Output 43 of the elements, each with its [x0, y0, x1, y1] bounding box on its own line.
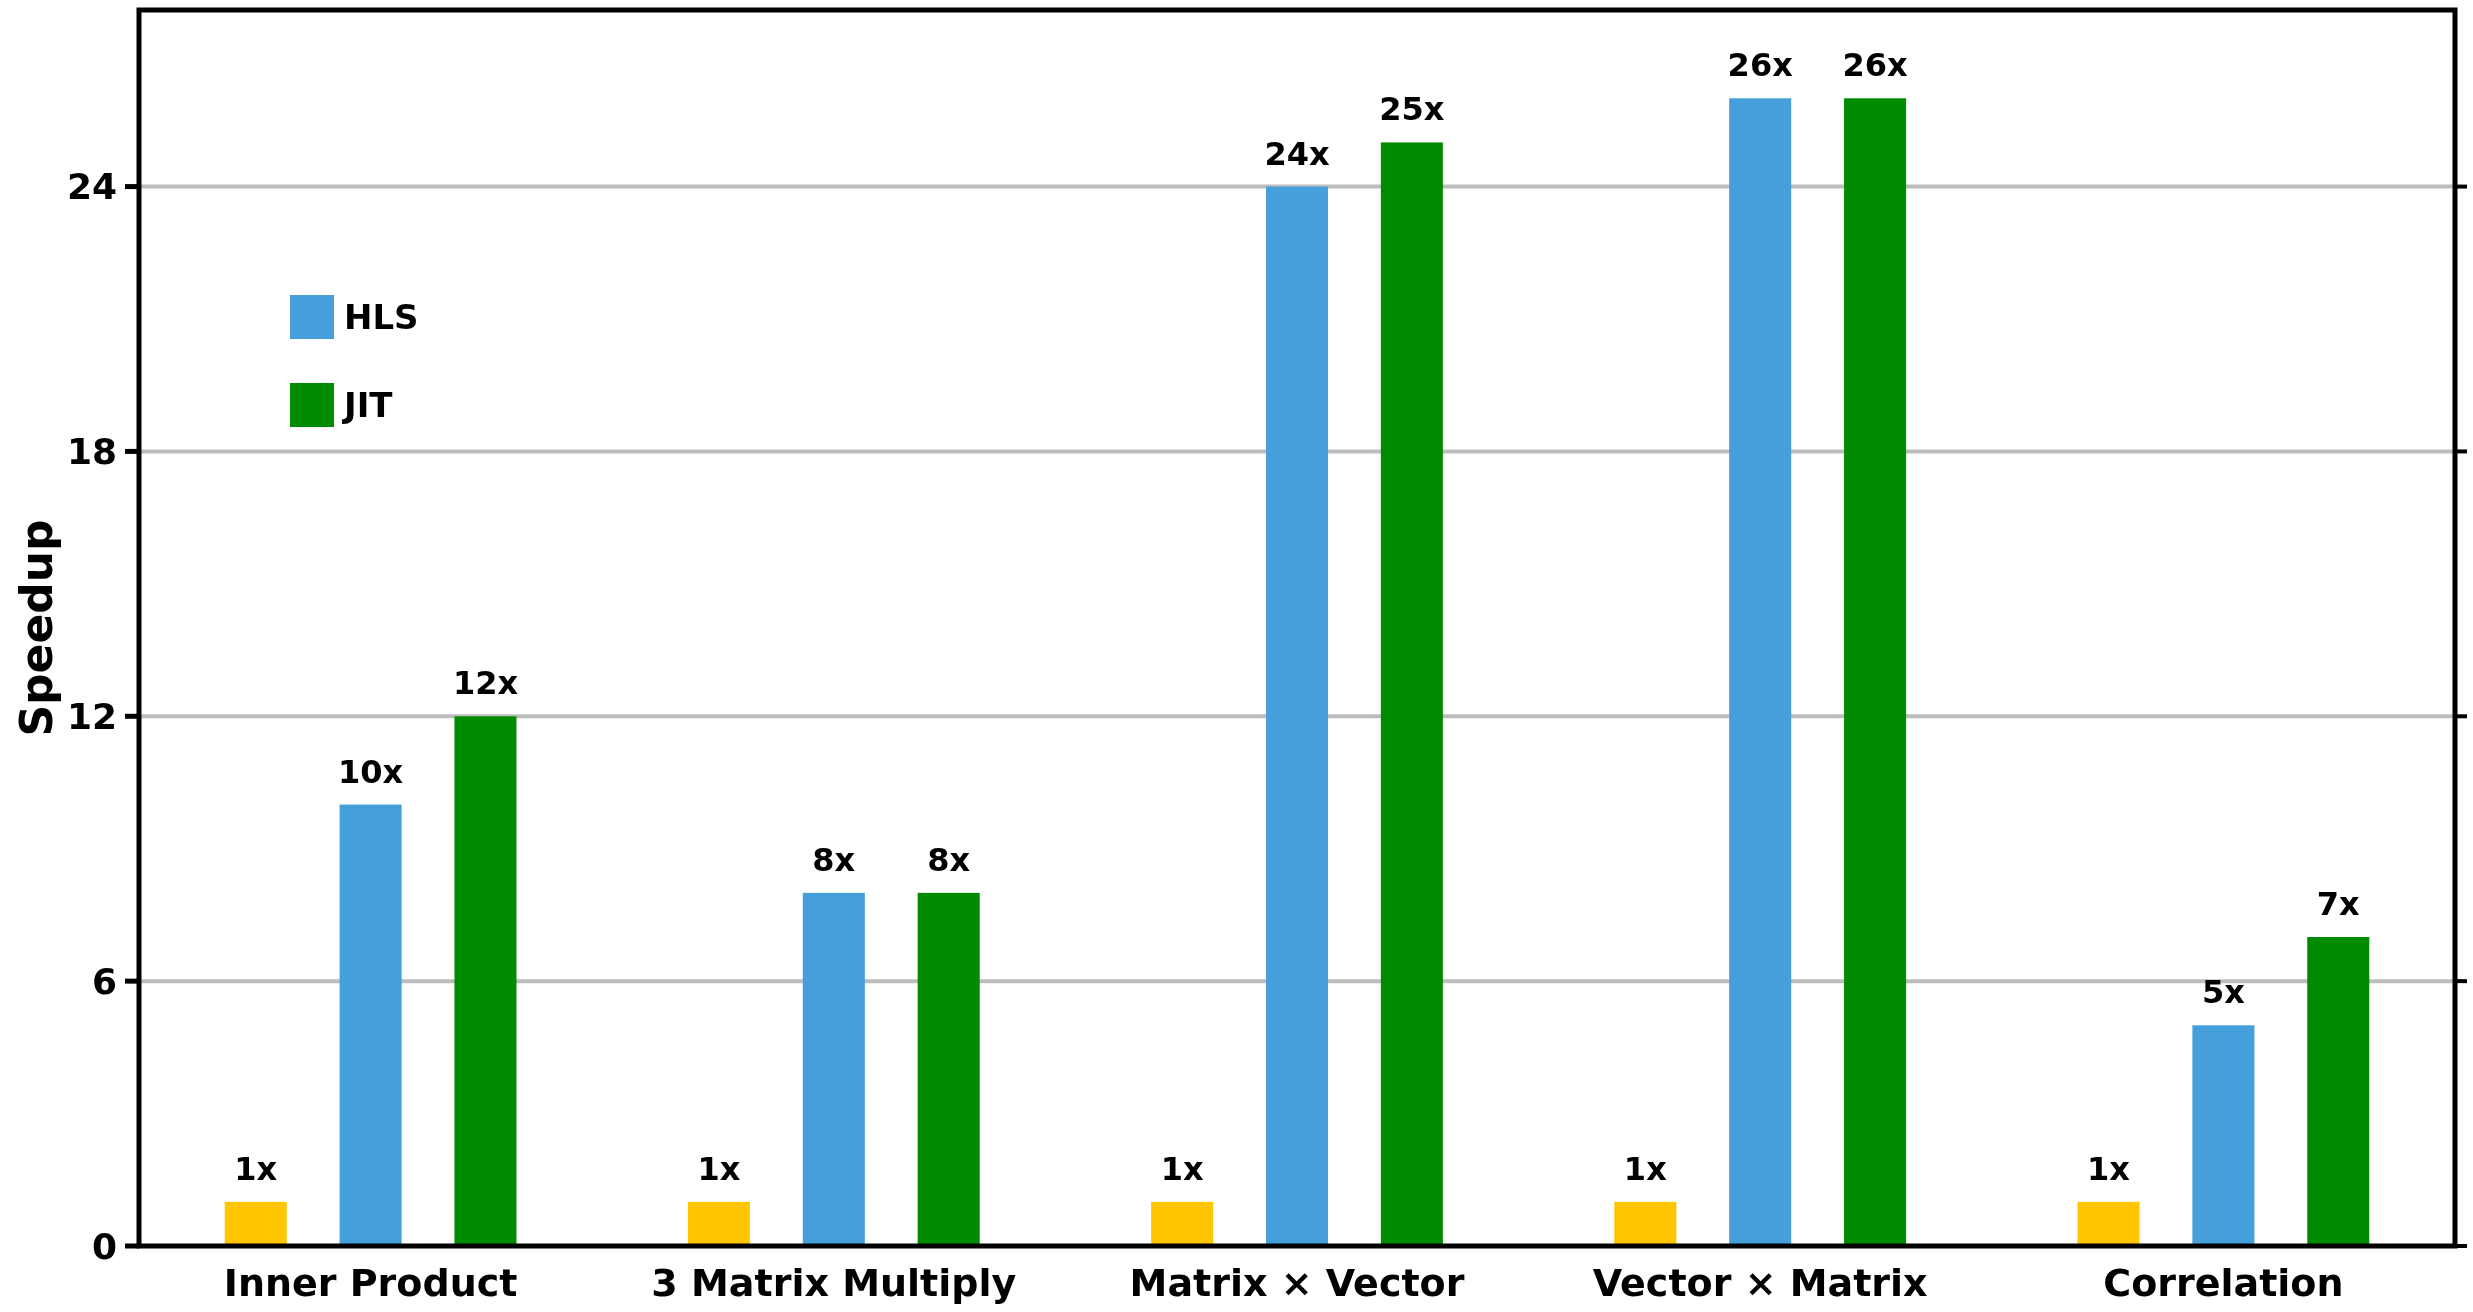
data-label: 26x	[1842, 46, 1909, 85]
legend-label: HLS	[344, 296, 419, 337]
data-label: 12x	[452, 664, 519, 703]
data-label: 10x	[338, 752, 404, 791]
y-tick-label: 24	[66, 166, 117, 208]
bar	[1151, 1201, 1214, 1246]
x-tick-label: Inner Product	[223, 1261, 518, 1305]
y-tick-label: 12	[66, 695, 117, 737]
data-label: 25x	[1379, 90, 1445, 129]
x-tick-label: Correlation	[2103, 1261, 2344, 1305]
bar	[802, 892, 865, 1246]
y-tick-label: 6	[91, 960, 117, 1002]
legend-label: JIT	[342, 384, 394, 425]
data-label: 7x	[2316, 885, 2361, 923]
data-label: 8x	[927, 840, 971, 879]
y-axis-title: Speedup	[11, 519, 62, 737]
bar	[917, 892, 980, 1246]
x-tick-label: Matrix × Vector	[1129, 1261, 1465, 1305]
bar	[2192, 1025, 2255, 1246]
bar	[1265, 186, 1329, 1246]
bar	[1380, 142, 1443, 1246]
data-label: 1x	[697, 1149, 741, 1188]
data-label: 24x	[1264, 134, 1330, 173]
bar	[1614, 1201, 1677, 1246]
bar	[1729, 98, 1792, 1246]
bar	[2077, 1201, 2140, 1246]
bar	[2307, 937, 2370, 1246]
data-label: 1x	[1623, 1149, 1668, 1188]
bar	[339, 804, 402, 1246]
data-label: 26x	[1727, 46, 1794, 85]
y-tick-label: 18	[66, 431, 117, 473]
data-label: 5x	[2201, 973, 2246, 1012]
y-tick-label: 0	[91, 1225, 117, 1267]
x-tick-label: 3 Matrix Multiply	[651, 1261, 1017, 1305]
data-label: 1x	[2087, 1149, 2131, 1188]
bar	[454, 716, 517, 1246]
data-label: 1x	[234, 1149, 278, 1188]
data-label: 1x	[1160, 1149, 1204, 1188]
data-label: 8x	[812, 840, 856, 879]
bar	[224, 1201, 287, 1246]
x-tick-label: Vector × Matrix	[1592, 1261, 1928, 1305]
bar	[1844, 98, 1907, 1246]
bar	[687, 1201, 750, 1246]
